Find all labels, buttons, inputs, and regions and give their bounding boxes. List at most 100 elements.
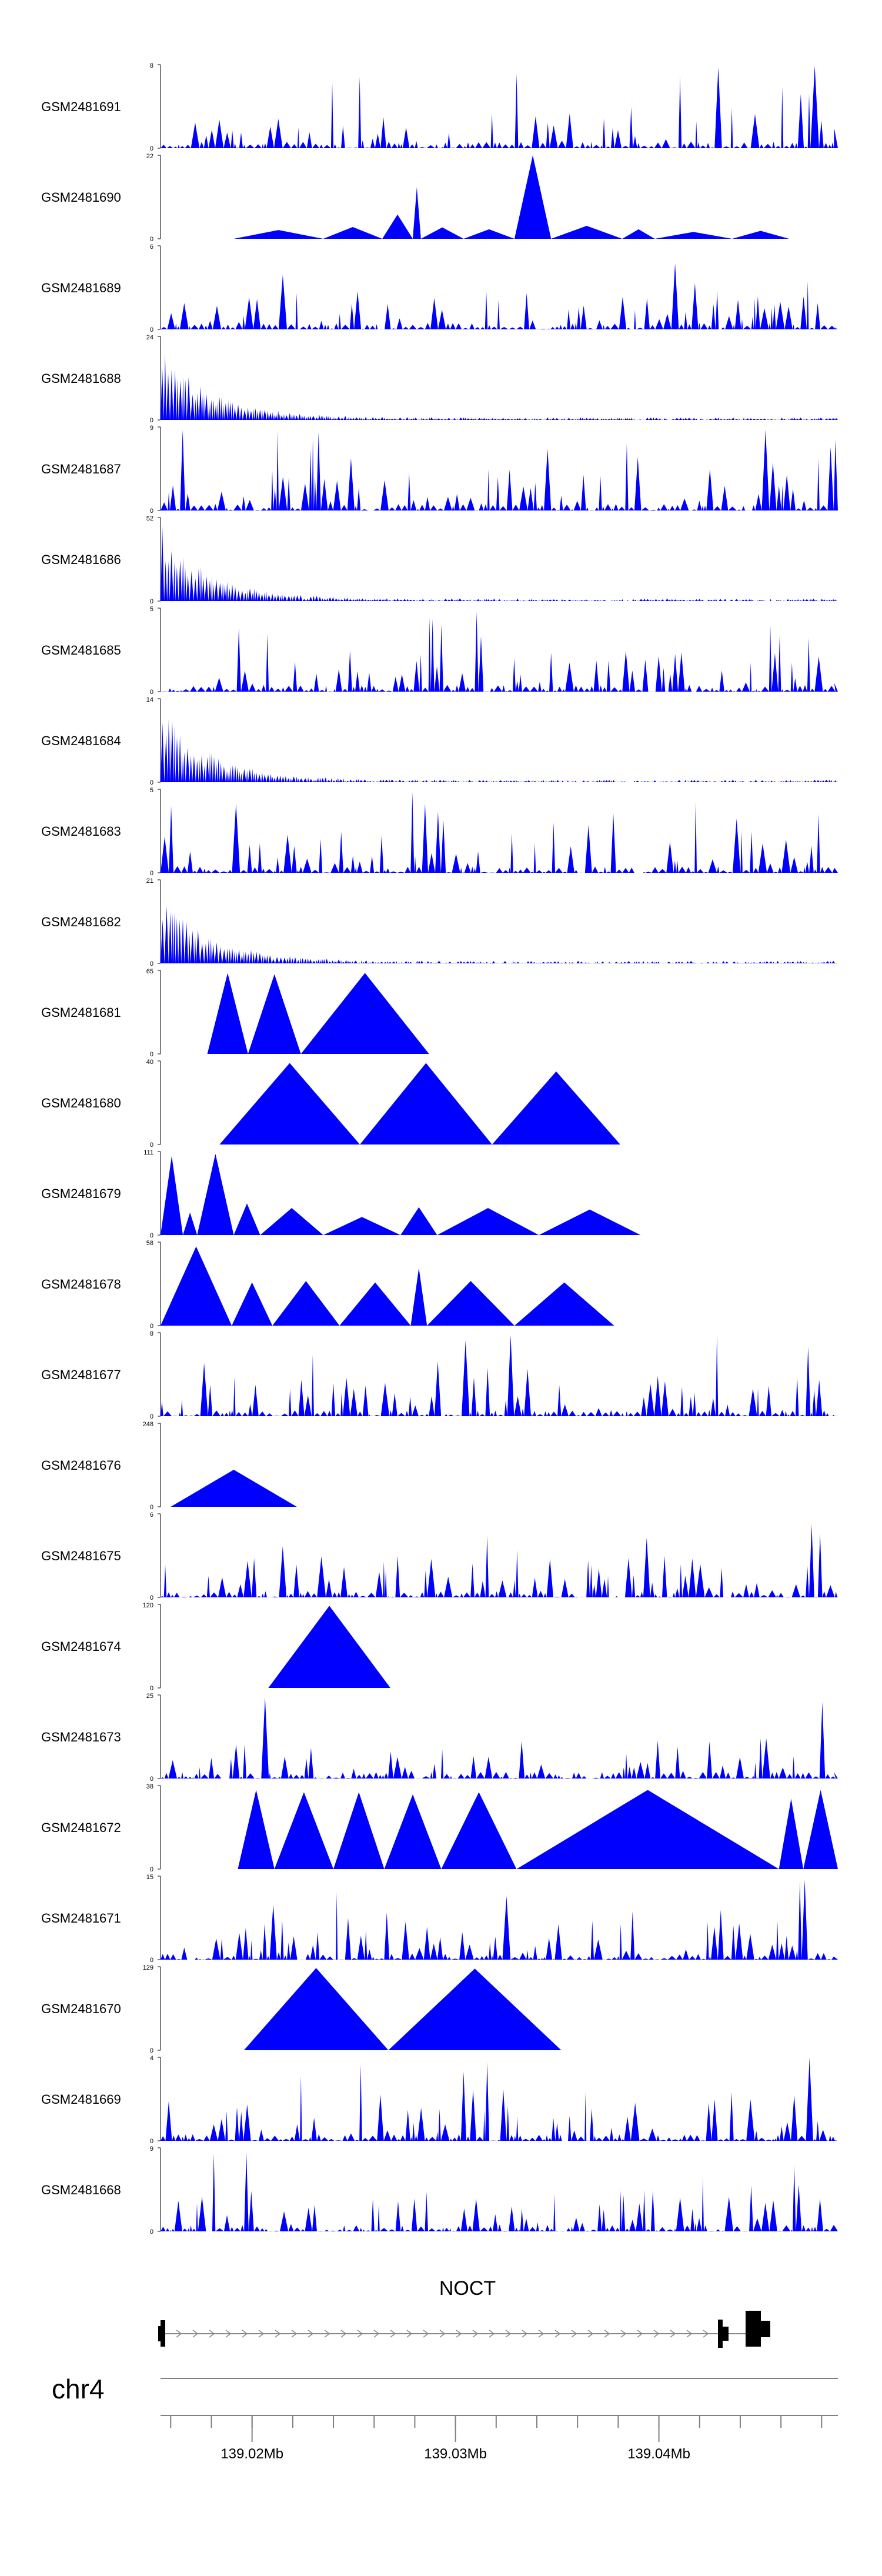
strand-arrow <box>554 2330 561 2338</box>
signal-area <box>161 1697 838 1778</box>
y-tick-label-max: 5 <box>150 787 153 794</box>
peak-5 <box>410 1268 427 1326</box>
peak-4 <box>384 1794 442 1869</box>
strand-arrow <box>192 2330 199 2338</box>
track-label: GSM2481689 <box>41 281 121 295</box>
tracks-group: GSM248169180GSM2481690220GSM248168960GSM… <box>41 62 838 2235</box>
peak-6 <box>427 1281 514 1326</box>
strand-arrow <box>406 2330 413 2338</box>
track-GSM2481679: GSM2481679 111 0 <box>41 1149 641 1239</box>
track-label: GSM2481670 <box>41 2001 121 2016</box>
track-GSM2481687: GSM2481687 9 0 <box>41 425 838 515</box>
track-label: GSM2481688 <box>41 371 121 386</box>
track-label: GSM2481686 <box>41 552 121 567</box>
signal-area <box>161 526 838 601</box>
y-tick-label-max: 6 <box>150 243 153 251</box>
peak-1 <box>243 1968 389 2050</box>
y-tick-label-zero: 0 <box>150 417 153 424</box>
y-tick-label-zero: 0 <box>150 1685 153 1692</box>
track-GSM2481674: GSM2481674 120 0 <box>41 1602 390 1692</box>
y-tick-label-zero: 0 <box>150 1776 153 1783</box>
peak-5 <box>260 1207 323 1235</box>
peak-3 <box>333 1792 385 1869</box>
utr-block-2 <box>723 2327 729 2341</box>
track-GSM2481683: GSM2481683 5 0 <box>41 787 838 877</box>
track-GSM2481690: GSM2481690 22 0 <box>41 153 789 243</box>
peak-8 <box>803 1790 838 1869</box>
strand-arrow <box>505 2330 512 2338</box>
signal-area <box>161 429 838 510</box>
strand-arrow <box>340 2330 347 2338</box>
signal-area <box>161 906 838 963</box>
y-tick-label-zero: 0 <box>150 1504 153 1511</box>
y-tick-label-zero: 0 <box>150 2228 153 2235</box>
peak-10 <box>654 232 733 239</box>
signal-area <box>161 718 838 782</box>
peak-3 <box>300 973 429 1054</box>
track-GSM2481676: GSM2481676 248 0 <box>41 1421 297 1511</box>
track-GSM2481691: GSM2481691 8 0 <box>41 62 838 152</box>
y-tick-label-max: 9 <box>150 2145 153 2153</box>
track-label: GSM2481678 <box>41 1277 121 1292</box>
strand-arrow <box>587 2330 594 2338</box>
y-tick-label-max: 22 <box>146 153 153 160</box>
y-tick-label-zero: 0 <box>150 960 153 967</box>
signal-area <box>161 65 838 148</box>
peak-5 <box>420 227 464 239</box>
strand-arrow <box>275 2330 281 2338</box>
track-label: GSM2481681 <box>41 1005 121 1020</box>
y-tick-label-zero: 0 <box>150 870 153 877</box>
track-GSM2481669: GSM2481669 4 0 <box>41 2055 838 2145</box>
y-tick-label-max: 52 <box>146 515 153 522</box>
gene-name-label: NOCT <box>439 2277 496 2300</box>
strand-arrow <box>637 2330 643 2338</box>
y-tick-label-max: 15 <box>146 1874 153 1881</box>
track-GSM2481675: GSM2481675 6 0 <box>41 1511 838 1601</box>
strand-arrow <box>324 2330 330 2338</box>
track-GSM2481668: GSM2481668 9 0 <box>41 2145 838 2235</box>
peak-9 <box>622 229 655 239</box>
signal-area <box>161 353 838 420</box>
track-label: GSM2481679 <box>41 1186 121 1201</box>
track-label: GSM2481676 <box>41 1458 121 1473</box>
y-tick-label-zero: 0 <box>150 1866 153 1873</box>
y-tick-label-zero: 0 <box>150 1957 153 1964</box>
y-tick-label-max: 8 <box>150 1330 153 1337</box>
y-tick-label-max: 6 <box>150 1511 153 1519</box>
strand-arrow <box>242 2330 248 2338</box>
tick-label: 139.03Mb <box>424 2446 487 2462</box>
track-GSM2481681: GSM2481681 65 0 <box>41 968 429 1058</box>
y-tick-label-zero: 0 <box>150 689 153 696</box>
y-tick-label-zero: 0 <box>150 508 153 515</box>
peak-1 <box>161 1246 232 1326</box>
peak-1 <box>171 1470 297 1507</box>
strand-arrow <box>620 2330 627 2338</box>
track-GSM2481685: GSM2481685 5 0 <box>41 606 838 696</box>
signal-area <box>161 1524 838 1597</box>
strand-arrow <box>176 2330 182 2338</box>
track-label: GSM2481673 <box>41 1730 121 1744</box>
exon-block-3 <box>746 2311 761 2347</box>
strand-arrow <box>225 2330 232 2338</box>
y-tick-label-zero: 0 <box>150 1232 153 1239</box>
strand-arrows <box>176 2330 709 2338</box>
strand-arrow <box>456 2330 462 2338</box>
track-GSM2481688: GSM2481688 24 0 <box>41 334 838 424</box>
y-tick-label-max: 25 <box>146 1693 153 1700</box>
track-GSM2481670: GSM2481670 129 0 <box>41 1964 562 2054</box>
y-tick-label-max: 9 <box>150 425 153 432</box>
track-GSM2481673: GSM2481673 25 0 <box>41 1693 838 1783</box>
strand-arrow <box>571 2330 577 2338</box>
y-tick-label-zero: 0 <box>150 2138 153 2145</box>
y-tick-label-max: 38 <box>146 1783 153 1790</box>
track-label: GSM2481671 <box>41 1911 121 1926</box>
strand-arrow <box>538 2330 544 2338</box>
peak-3 <box>382 214 413 239</box>
y-tick-label-max: 4 <box>150 2055 153 2062</box>
y-tick-label-max: 24 <box>146 334 153 341</box>
peak-5 <box>441 1792 517 1869</box>
track-label: GSM2481668 <box>41 2183 121 2197</box>
strand-arrow <box>373 2330 380 2338</box>
y-tick-label-zero: 0 <box>150 598 153 605</box>
track-label: GSM2481691 <box>41 99 121 114</box>
